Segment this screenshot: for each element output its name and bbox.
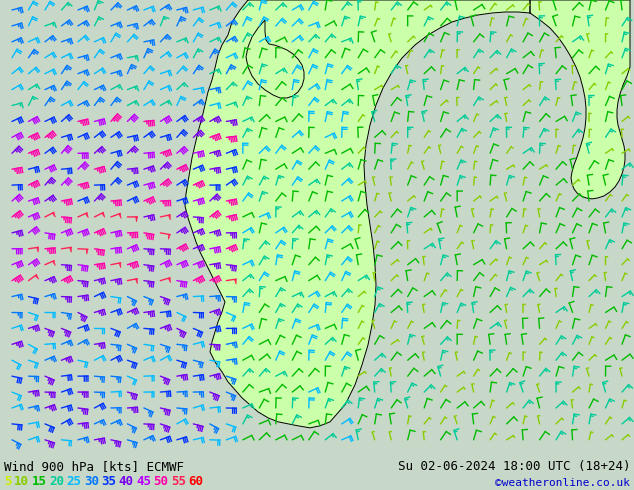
- Text: Wind 900 hPa [kts] ECMWF: Wind 900 hPa [kts] ECMWF: [4, 460, 184, 473]
- Polygon shape: [86, 249, 88, 254]
- Polygon shape: [70, 247, 72, 252]
- Polygon shape: [169, 234, 170, 240]
- Text: Su 02-06-2024 18:00 UTC (18+24): Su 02-06-2024 18:00 UTC (18+24): [398, 460, 630, 473]
- Text: 45: 45: [136, 475, 151, 488]
- Polygon shape: [53, 261, 55, 266]
- Text: 55: 55: [171, 475, 186, 488]
- Text: 30: 30: [84, 475, 99, 488]
- Text: 15: 15: [32, 475, 47, 488]
- Text: 60: 60: [188, 475, 204, 488]
- Polygon shape: [169, 215, 171, 220]
- Text: ©weatheronline.co.uk: ©weatheronline.co.uk: [495, 478, 630, 488]
- Polygon shape: [35, 275, 39, 279]
- Text: 50: 50: [153, 475, 169, 488]
- Polygon shape: [136, 217, 138, 222]
- Text: 40: 40: [119, 475, 134, 488]
- Polygon shape: [185, 0, 530, 428]
- Polygon shape: [136, 279, 138, 284]
- Text: 5: 5: [4, 475, 11, 488]
- Polygon shape: [37, 247, 39, 252]
- Polygon shape: [168, 278, 171, 283]
- Polygon shape: [119, 214, 121, 219]
- Text: 35: 35: [101, 475, 116, 488]
- Polygon shape: [246, 20, 304, 98]
- Polygon shape: [86, 213, 88, 218]
- Polygon shape: [119, 263, 121, 268]
- Text: 10: 10: [14, 475, 29, 488]
- Text: 20: 20: [49, 475, 64, 488]
- Polygon shape: [102, 213, 105, 218]
- Polygon shape: [52, 212, 55, 217]
- Polygon shape: [530, 0, 630, 199]
- Polygon shape: [530, 0, 630, 90]
- Polygon shape: [235, 279, 236, 284]
- Text: 25: 25: [67, 475, 81, 488]
